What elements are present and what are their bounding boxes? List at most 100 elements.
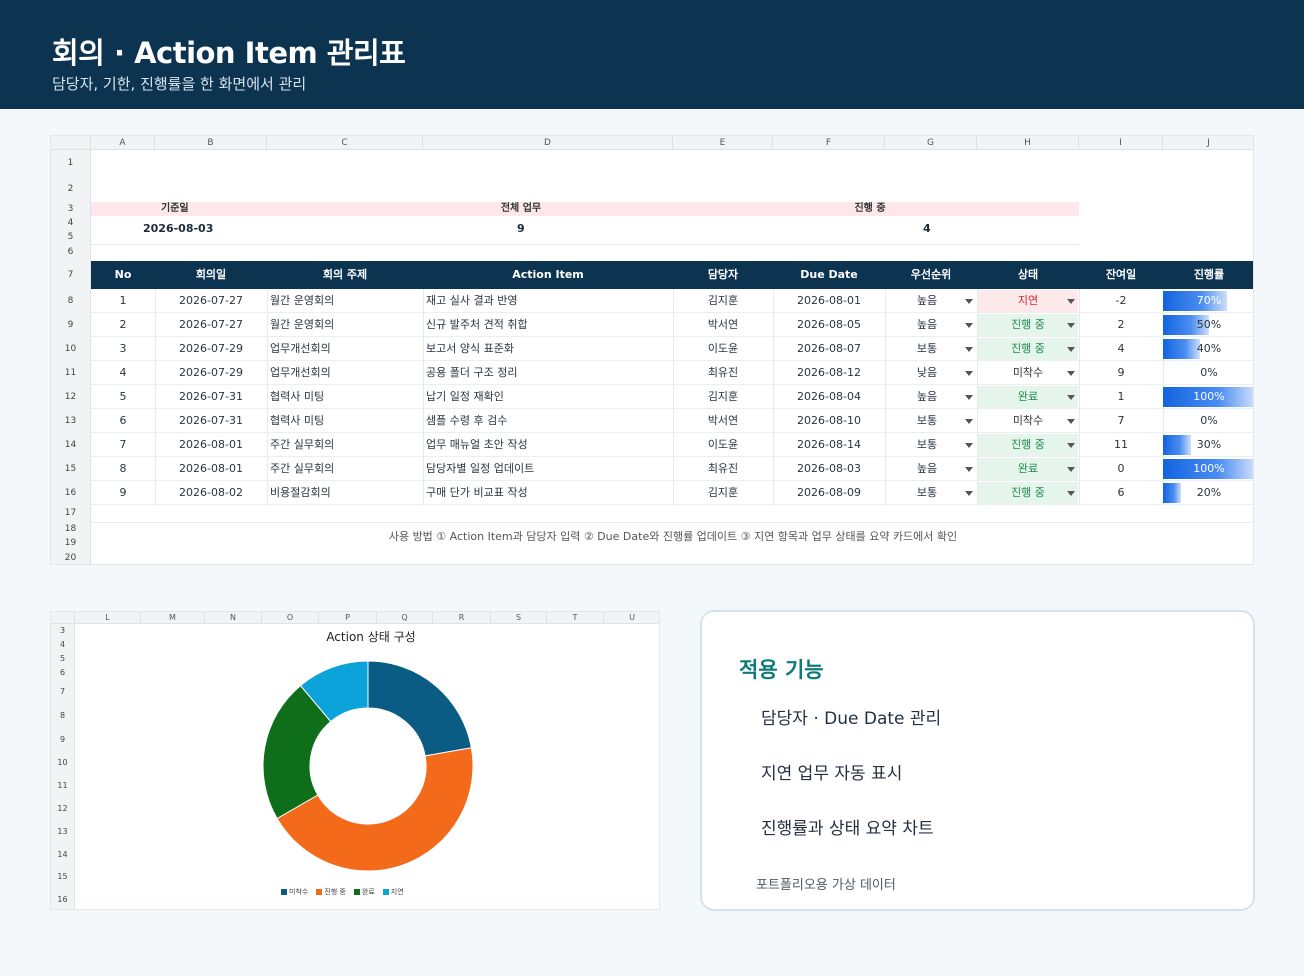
cell-remain[interactable]: 0 [1117,462,1125,475]
donut-slice-3[interactable] [299,660,369,723]
column-header[interactable]: Q [377,612,433,624]
table-row[interactable]: 8 2026-08-01 주간 실무회의 담당자별 일정 업데이트 최유진 2026-08… [91,457,1253,481]
base-date-value[interactable]: 2026-08-03 [143,222,214,235]
table-row[interactable]: 5 2026-07-31 협력사 미팅 납기 일정 재확인 김지훈 2026-08-04 높… [91,385,1253,409]
column-header[interactable]: O [262,612,319,624]
chevron-down-icon[interactable] [1067,443,1075,448]
status-badge[interactable]: 미착수 [978,410,1078,432]
cell-no[interactable]: 2 [119,318,127,331]
table-header-cell[interactable]: 회의 주제 [322,268,368,281]
status-badge[interactable]: 완료 [978,386,1078,408]
row-header[interactable]: 13 [51,820,75,844]
table-header-cell[interactable]: 우선순위 [910,268,952,281]
status-badge[interactable]: 지연 [978,290,1078,312]
table-row[interactable]: 3 2026-07-29 업무개선회의 보고서 양식 표준화 이도윤 2026-08-07… [91,337,1253,361]
spreadsheet-main[interactable]: 기준일 전체 업무 진행 중 2026-08-03 9 4 No 회의일 회의 주제… [50,135,1254,565]
cell-due[interactable]: 2026-08-14 [797,438,861,451]
column-header[interactable]: C [267,136,423,150]
row-header[interactable]: 9 [51,313,91,337]
chevron-down-icon[interactable] [965,443,973,448]
table-header-cell[interactable]: 진행률 [1193,268,1225,281]
column-header[interactable]: N [205,612,262,624]
progress-label[interactable]: 0% [1200,366,1218,379]
chevron-down-icon[interactable] [965,467,973,472]
cell-remain[interactable]: 9 [1117,366,1125,379]
chevron-down-icon[interactable] [1067,371,1075,376]
cell-remain[interactable]: 1 [1117,390,1125,403]
row-header[interactable]: 11 [51,774,75,798]
cell-action[interactable]: 보고서 양식 표준화 [426,342,514,355]
column-header[interactable]: P [319,612,377,624]
status-badge[interactable]: 완료 [978,458,1078,480]
cell-owner[interactable]: 이도윤 [707,438,739,451]
chevron-down-icon[interactable] [965,491,973,496]
table-row[interactable]: 4 2026-07-29 업무개선회의 공용 폴더 구조 정리 최유진 2026-08-1… [91,361,1253,385]
inprogress-value[interactable]: 4 [923,222,931,235]
cell-no[interactable]: 6 [119,414,127,427]
cell-date[interactable]: 2026-08-01 [179,462,243,475]
table-row[interactable]: 6 2026-07-31 협력사 미팅 샘플 수령 후 검수 박서연 2026-08-10… [91,409,1253,433]
chevron-down-icon[interactable] [1067,299,1075,304]
cell-no[interactable]: 9 [119,486,127,499]
row-header[interactable]: 10 [51,752,75,774]
row-header[interactable]: 14 [51,844,75,866]
cell-date[interactable]: 2026-07-29 [179,342,243,355]
table-row[interactable]: 2 2026-07-27 월간 운영회의 신규 발주처 견적 취합 박서연 2026-08… [91,313,1253,337]
cell-action[interactable]: 재고 실사 결과 반영 [426,294,518,307]
row-header[interactable]: 4 [51,638,75,652]
row-header[interactable]: 6 [51,666,75,680]
cell-due[interactable]: 2026-08-10 [797,414,861,427]
row-header[interactable]: 14 [51,433,91,457]
row-header[interactable]: 10 [51,337,91,361]
cell-no[interactable]: 1 [119,294,127,307]
row-header[interactable]: 5 [51,230,91,244]
status-badge[interactable]: 진행 중 [978,434,1078,456]
progress-label[interactable]: 70% [1196,294,1222,307]
cell-topic[interactable]: 주간 실무회의 [270,438,335,451]
row-header[interactable]: 3 [51,624,75,638]
cell-due[interactable]: 2026-08-04 [797,390,861,403]
cell-due[interactable]: 2026-08-09 [797,486,861,499]
status-badge[interactable]: 진행 중 [978,314,1078,336]
chevron-down-icon[interactable] [1067,323,1075,328]
chevron-down-icon[interactable] [965,299,973,304]
chevron-down-icon[interactable] [1067,467,1075,472]
cell-priority[interactable]: 높음 [916,390,938,403]
row-header[interactable]: 11 [51,361,91,385]
row-header[interactable]: 2 [51,177,91,202]
cell-owner[interactable]: 박서연 [707,318,739,331]
column-header[interactable]: R [433,612,491,624]
cell-action[interactable]: 신규 발주처 견적 취합 [426,318,528,331]
column-header[interactable]: D [423,136,673,150]
column-header[interactable]: F [773,136,885,150]
row-header[interactable]: 6 [51,244,91,261]
progress-label[interactable]: 0% [1200,414,1218,427]
status-badge[interactable]: 진행 중 [978,482,1078,504]
cell-date[interactable]: 2026-07-27 [179,294,243,307]
cell-owner[interactable]: 김지훈 [707,294,739,307]
cell-due[interactable]: 2026-08-01 [797,294,861,307]
sheet-corner[interactable] [51,136,91,150]
cell-topic[interactable]: 월간 운영회의 [270,318,335,331]
donut-slice-1[interactable] [276,747,474,872]
cell-remain[interactable]: 7 [1117,414,1125,427]
chevron-down-icon[interactable] [965,419,973,424]
donut-chart[interactable] [51,612,660,910]
status-badge[interactable]: 진행 중 [978,338,1078,360]
progress-label[interactable]: 30% [1196,438,1222,451]
cell-priority[interactable]: 낮음 [916,366,938,379]
cell-due[interactable]: 2026-08-12 [797,366,861,379]
column-header[interactable]: G [885,136,977,150]
row-header[interactable]: 8 [51,704,75,728]
total-value[interactable]: 9 [517,222,525,235]
row-header[interactable]: 16 [51,888,75,909]
cell-priority[interactable]: 높음 [916,462,938,475]
cell-action[interactable]: 담당자별 일정 업데이트 [426,462,535,475]
table-header-cell[interactable]: 담당자 [707,268,739,281]
cell-remain[interactable]: 2 [1117,318,1125,331]
column-header[interactable]: M [141,612,205,624]
chevron-down-icon[interactable] [1067,347,1075,352]
column-header[interactable]: H [977,136,1079,150]
chevron-down-icon[interactable] [1067,419,1075,424]
